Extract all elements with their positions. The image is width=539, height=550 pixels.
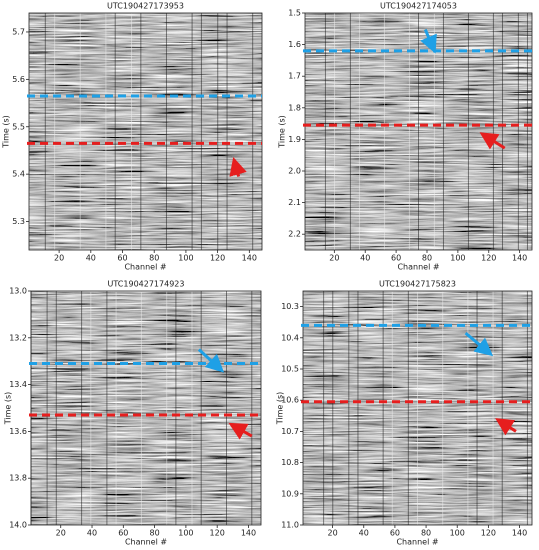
y-axis-label: Time (s) xyxy=(2,115,11,149)
y-tick-label: 1.8 xyxy=(288,103,301,112)
x-tick-label: 80 xyxy=(149,254,159,263)
x-tick-label: 20 xyxy=(329,254,339,263)
x-tick-label: 40 xyxy=(86,254,96,263)
x-axis-label: Channel # xyxy=(124,263,166,272)
y-tick-label: 11.0 xyxy=(281,521,299,530)
x-tick-label: 60 xyxy=(390,529,400,538)
y-tick-label: 1.9 xyxy=(288,135,301,144)
y-tick-label: 2.2 xyxy=(288,230,301,239)
y-axis-label: Time (s) xyxy=(4,392,13,426)
panel: UTC190427173953 Channel # Time (s) 20 40 60 80… xyxy=(2,2,263,272)
y-tick-label: 1.5 xyxy=(288,9,301,18)
chart-title: UTC190427175823 xyxy=(379,280,456,289)
panel: UTC190427174923 Channel # Time (s) 20 40 60 80… xyxy=(4,280,262,547)
x-axis-label: Channel # xyxy=(396,538,438,547)
panel: UTC190427175823 Channel # Time (s) 20 40 60 80… xyxy=(276,280,533,547)
y-tick-label: 5.4 xyxy=(12,170,25,179)
y-tick-label: 2.1 xyxy=(288,198,301,207)
y-tick-label: 13.4 xyxy=(9,380,27,389)
arrow xyxy=(479,132,506,150)
y-tick-label: 5.6 xyxy=(12,75,25,84)
y-tick-label: 2.0 xyxy=(288,167,301,176)
seismic-image xyxy=(31,291,261,525)
x-tick-label: 20 xyxy=(56,529,66,538)
y-tick-label: 14.0 xyxy=(9,521,27,530)
x-tick-label: 40 xyxy=(360,254,370,263)
y-tick-label: 5.7 xyxy=(12,27,25,36)
y-tick-label: 13.6 xyxy=(9,427,27,436)
x-tick-label: 120 xyxy=(210,254,225,263)
x-tick-label: 20 xyxy=(54,254,64,263)
x-tick-label: 80 xyxy=(422,254,432,263)
plot-frame xyxy=(28,12,263,251)
arrow xyxy=(495,418,517,436)
x-tick-label: 80 xyxy=(150,529,160,538)
x-tick-label: 120 xyxy=(481,254,496,263)
y-tick-label: 10.3 xyxy=(281,302,299,311)
y-tick-label: 10.8 xyxy=(281,458,299,467)
x-tick-label: 60 xyxy=(117,254,127,263)
y-tick-label: 13.2 xyxy=(9,333,27,342)
x-axis-label: Channel # xyxy=(397,263,439,272)
y-tick-label: 5.5 xyxy=(12,122,25,131)
x-tick-label: 140 xyxy=(512,529,527,538)
arrow xyxy=(197,348,225,373)
x-tick-label: 140 xyxy=(242,254,257,263)
chart-title: UTC190427174923 xyxy=(108,280,185,289)
x-tick-label: 100 xyxy=(178,254,193,263)
y-tick-label: 10.9 xyxy=(281,489,299,498)
y-tick-label: 10.4 xyxy=(281,333,299,342)
plot-frame xyxy=(302,290,533,526)
x-tick-label: 140 xyxy=(241,529,256,538)
x-tick-label: 140 xyxy=(512,254,527,263)
plot-frame xyxy=(304,12,533,251)
arrow xyxy=(420,29,437,54)
y-axis-label: Time (s) xyxy=(278,115,287,149)
x-tick-label: 40 xyxy=(359,529,369,538)
arrow xyxy=(228,422,253,440)
y-tick-label: 10.5 xyxy=(281,365,299,374)
y-axis-label: Time (s) xyxy=(276,392,285,426)
arrow xyxy=(229,157,247,177)
x-tick-label: 40 xyxy=(87,529,97,538)
panel: UTC190427174053 Channel # Time (s) 20 40 60 80… xyxy=(278,2,533,272)
x-tick-label: 100 xyxy=(178,529,193,538)
seismic-image xyxy=(29,13,262,250)
x-axis-label: Channel # xyxy=(125,538,167,547)
x-tick-label: 120 xyxy=(210,529,225,538)
chart-title: UTC190427174053 xyxy=(380,2,457,11)
x-tick-label: 60 xyxy=(391,254,401,263)
y-tick-label: 13.8 xyxy=(9,474,27,483)
y-tick-label: 13.0 xyxy=(9,287,27,296)
y-tick-label: 10.7 xyxy=(281,427,299,436)
chart-title: UTC190427173953 xyxy=(107,2,184,11)
arrow xyxy=(464,331,494,357)
x-tick-label: 120 xyxy=(481,529,496,538)
x-tick-label: 100 xyxy=(450,529,465,538)
x-tick-label: 100 xyxy=(450,254,465,263)
x-tick-label: 80 xyxy=(421,529,431,538)
y-tick-label: 10.6 xyxy=(281,396,299,405)
x-tick-label: 60 xyxy=(118,529,128,538)
x-tick-label: 20 xyxy=(328,529,338,538)
y-tick-label: 1.7 xyxy=(288,72,301,81)
plot-frame xyxy=(30,290,262,526)
y-tick-label: 5.3 xyxy=(12,217,25,226)
y-tick-label: 1.6 xyxy=(288,40,301,49)
